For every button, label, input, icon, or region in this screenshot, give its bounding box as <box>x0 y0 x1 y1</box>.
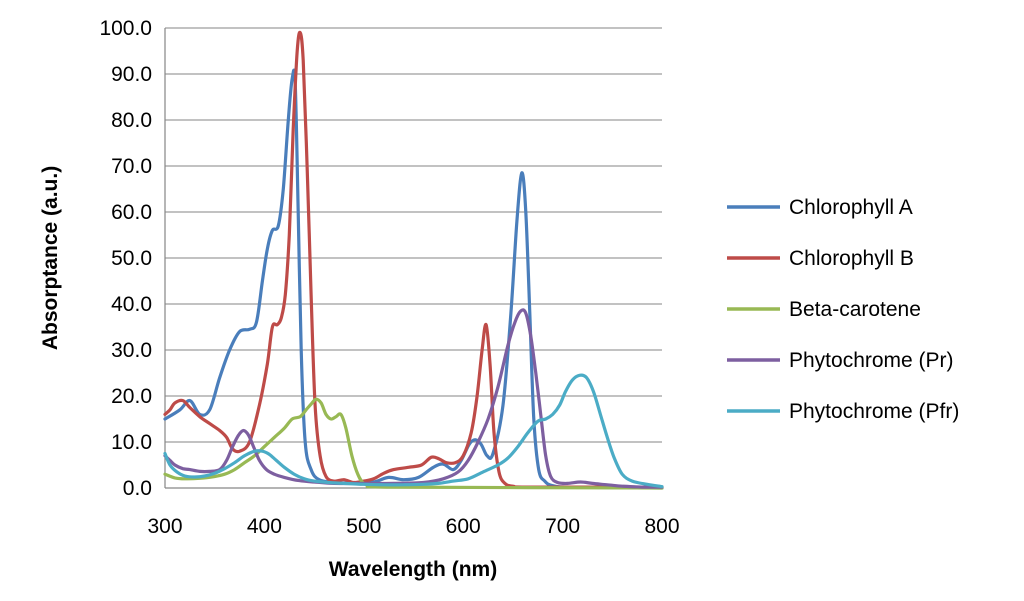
y-tick-label: 30.0 <box>111 339 152 362</box>
series-line-phytochrome-pfr <box>163 373 664 489</box>
x-tick-label: 800 <box>644 515 679 538</box>
x-tick-label: 300 <box>147 515 182 538</box>
y-tick-label: 90.0 <box>111 63 152 86</box>
x-tick-labels: 300 400 500 600 700 800 <box>147 515 679 538</box>
legend-label: Beta-carotene <box>789 298 921 321</box>
legend-item: Phytochrome (Pr) <box>727 349 954 372</box>
x-tick-label: 400 <box>247 515 282 538</box>
legend-item: Chlorophyll B <box>727 247 914 270</box>
y-tick-label: 0.0 <box>123 477 152 500</box>
legend-label: Phytochrome (Pfr) <box>789 400 959 423</box>
y-tick-labels: 0.0 10.0 20.0 30.0 40.0 50.0 60.0 70.0 80.0 90.0 1… <box>99 17 152 500</box>
y-axis-title: Absorptance (a.u.) <box>39 166 62 350</box>
legend-label: Phytochrome (Pr) <box>789 349 954 372</box>
series-line-chlorophyll-a <box>163 68 664 490</box>
y-tick-label: 50.0 <box>111 247 152 270</box>
y-tick-label: 40.0 <box>111 293 152 316</box>
y-tick-label: 70.0 <box>111 155 152 178</box>
gridlines <box>165 27 662 443</box>
y-tick-label: 10.0 <box>111 431 152 454</box>
legend-item: Chlorophyll A <box>727 196 913 219</box>
x-tick-label: 700 <box>545 515 580 538</box>
series-line-phytochrome-pr <box>163 308 664 489</box>
series-lines <box>163 30 664 490</box>
legend-label: Chlorophyll A <box>789 196 913 219</box>
y-tick-label: 60.0 <box>111 201 152 224</box>
legend-label: Chlorophyll B <box>789 247 914 270</box>
series-line-beta-carotene <box>163 397 664 490</box>
y-tick-label: 80.0 <box>111 109 152 132</box>
x-axis-title: Wavelength (nm) <box>329 558 497 581</box>
series-line-chlorophyll-b <box>163 30 664 489</box>
legend-item: Beta-carotene <box>727 298 921 321</box>
x-tick-label: 600 <box>446 515 481 538</box>
y-tick-label: 20.0 <box>111 385 152 408</box>
y-tick-label: 100.0 <box>99 17 152 40</box>
x-tick-label: 500 <box>346 515 381 538</box>
legend: Chlorophyll A Chlorophyll B Beta-carotene P… <box>727 196 959 423</box>
legend-item: Phytochrome (Pfr) <box>727 400 959 423</box>
